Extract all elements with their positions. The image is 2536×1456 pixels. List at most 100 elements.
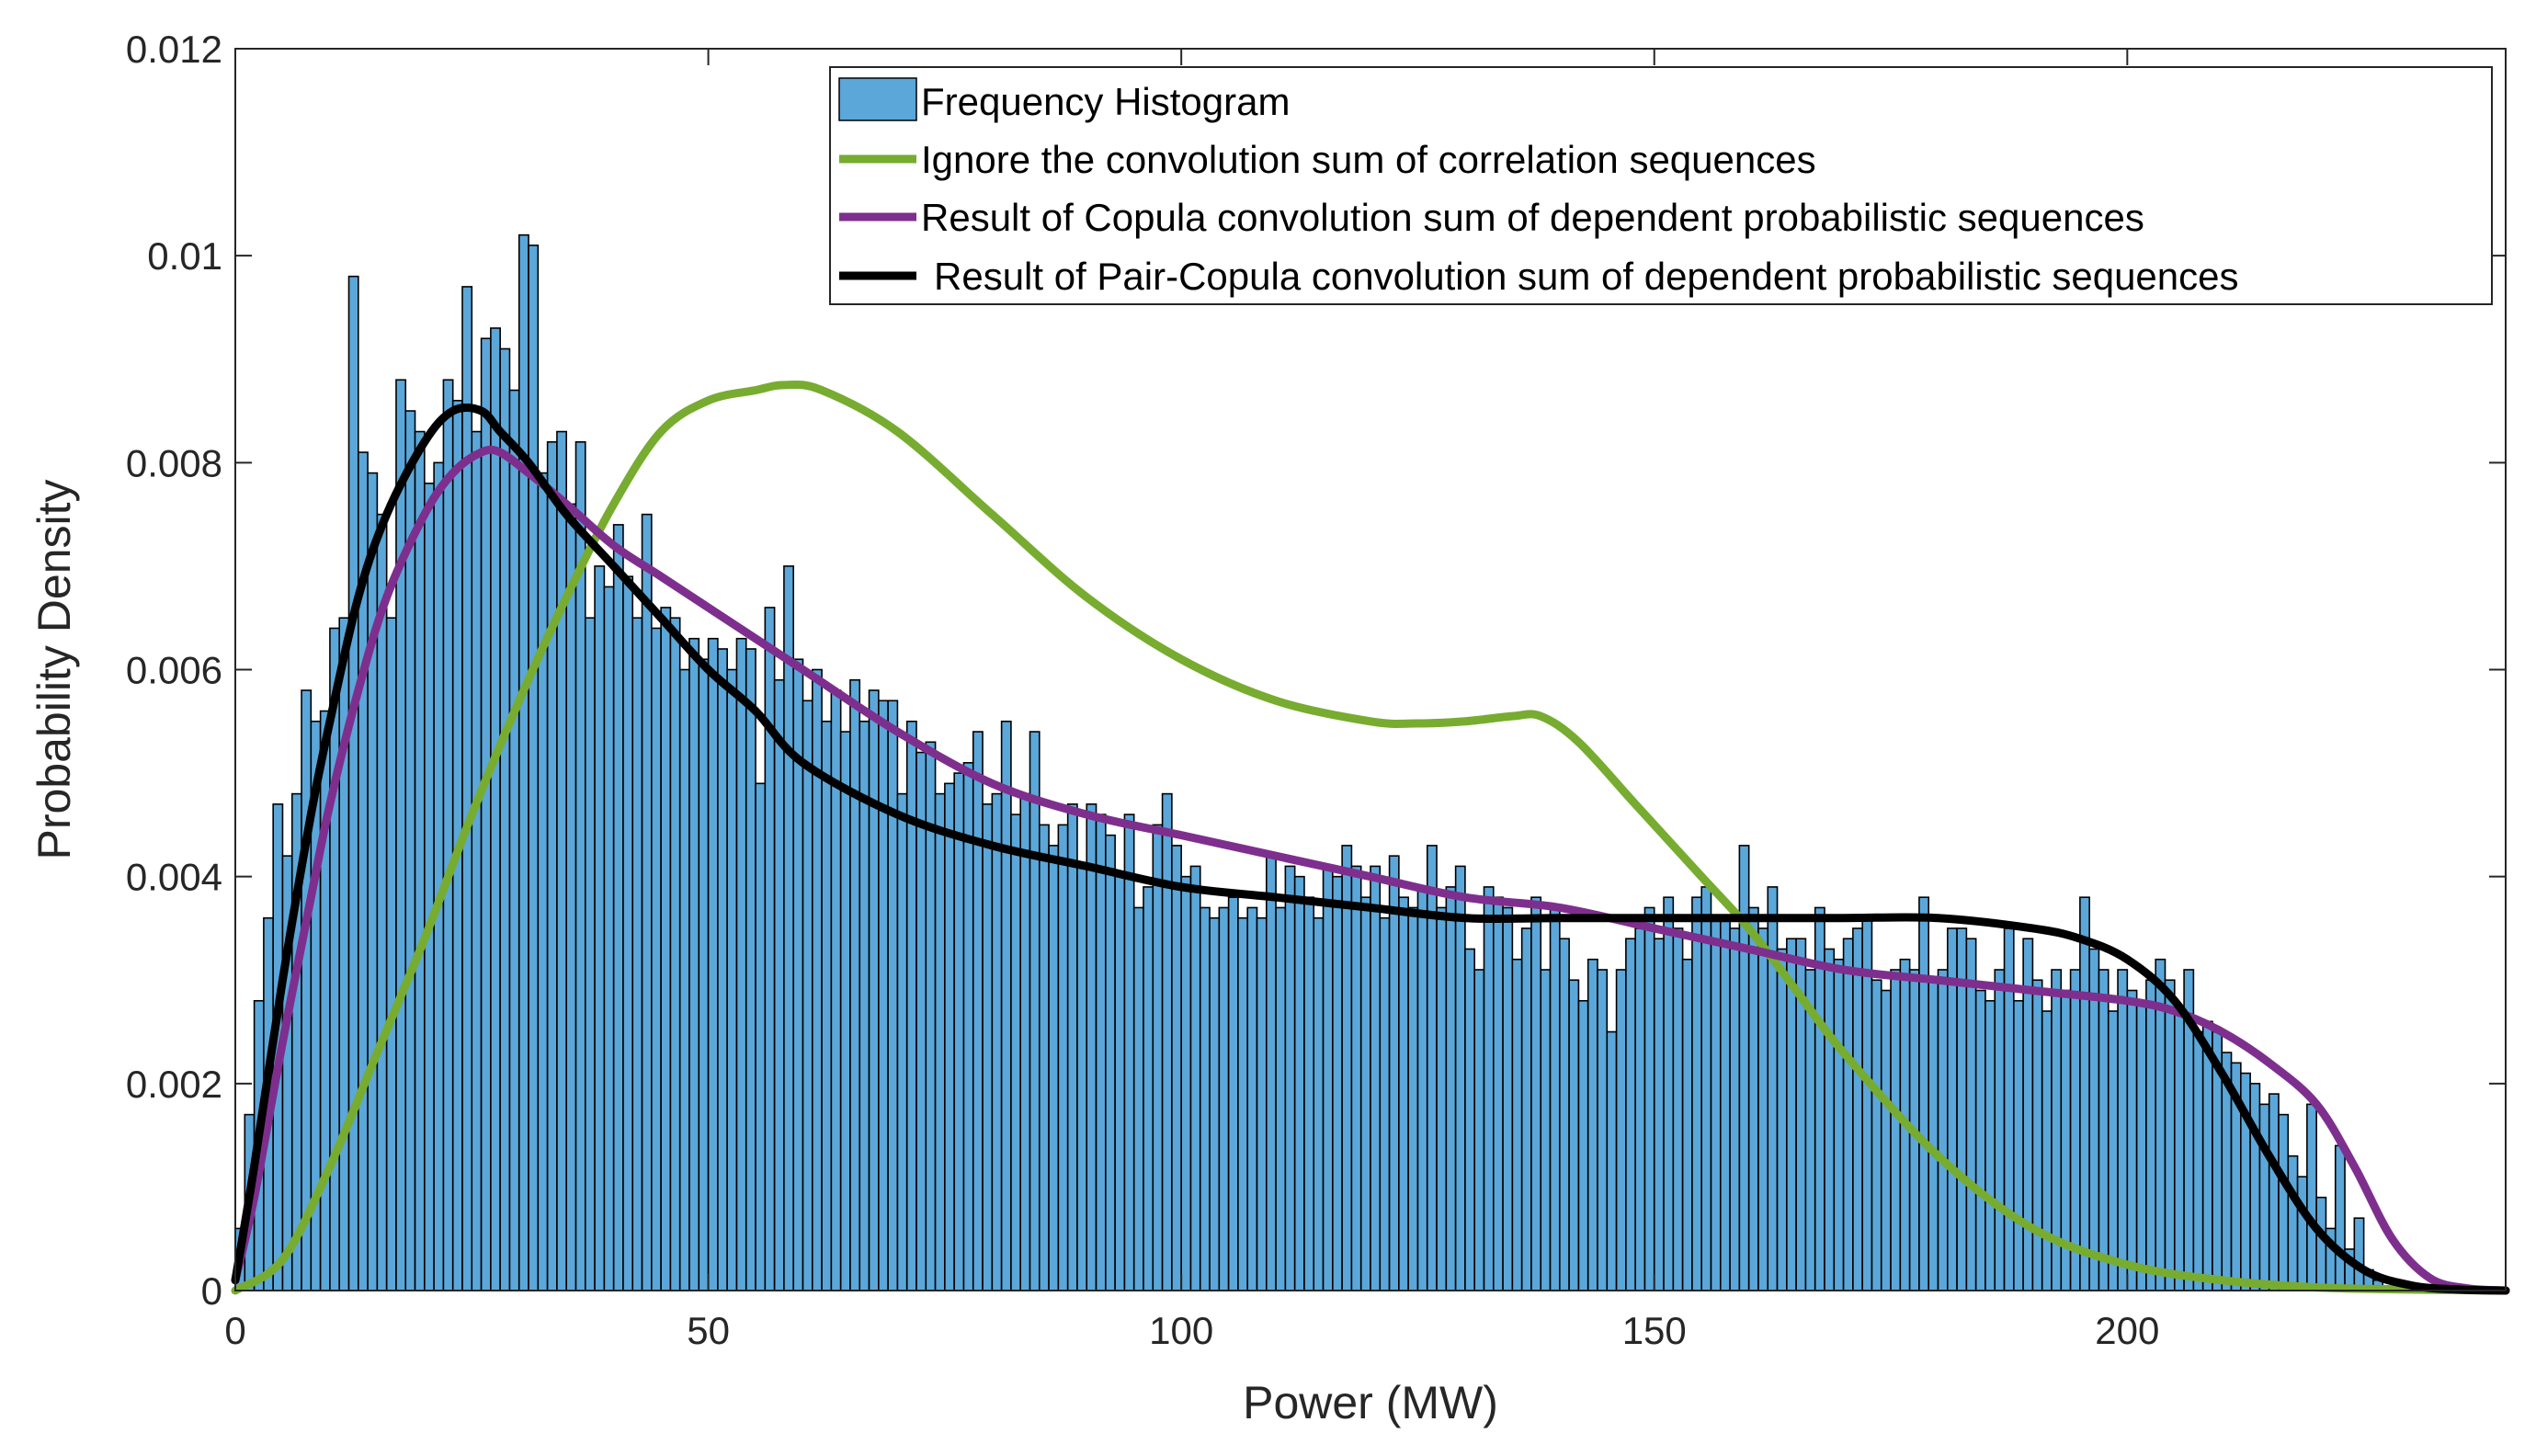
- histogram-bar-48: [688, 637, 700, 1291]
- histogram-bar-90: [1086, 803, 1097, 1291]
- histogram-bar-41: [622, 575, 634, 1291]
- histogram-bar-50: [707, 637, 719, 1291]
- curves: [231, 380, 2510, 1295]
- legend-pair-copula-label: Result of Pair-Copula convolution sum of…: [934, 255, 2239, 298]
- y-tick-label: 0.01: [147, 234, 222, 278]
- histogram-bar-154: [1691, 896, 1703, 1291]
- histogram-bar-147: [1625, 938, 1636, 1291]
- histogram-bar-54: [745, 648, 756, 1291]
- histogram-bar-58: [783, 565, 795, 1291]
- histogram-bar-85: [1038, 824, 1050, 1291]
- histogram-bar-191: [2041, 1010, 2053, 1291]
- histogram-bar-44: [651, 627, 662, 1291]
- histogram-bar-132: [1483, 886, 1495, 1291]
- histogram-bar-198: [2107, 1010, 2119, 1291]
- histogram-bar-185: [1984, 999, 1996, 1291]
- histogram-bar-29: [508, 389, 520, 1291]
- histogram-bar-88: [1066, 803, 1078, 1291]
- histogram-bar-128: [1445, 886, 1457, 1291]
- histogram-bar-125: [1416, 886, 1428, 1291]
- histogram-bar-114: [1313, 916, 1325, 1291]
- histogram-bar-107: [1246, 906, 1258, 1291]
- histogram-bar-103: [1209, 916, 1221, 1291]
- histogram-bar-89: [1076, 865, 1088, 1291]
- histogram-bar-170: [1842, 938, 1854, 1291]
- histogram-bar-106: [1237, 916, 1249, 1291]
- histogram-bar-17: [395, 379, 407, 1291]
- y-tick-label: 0.006: [126, 649, 222, 692]
- histogram-bar-34: [556, 430, 568, 1291]
- histogram-bar-186: [1994, 969, 2006, 1291]
- histogram-bar-134: [1502, 906, 1514, 1291]
- histogram-bar-152: [1672, 927, 1684, 1291]
- histogram-bar-136: [1520, 927, 1532, 1291]
- histogram-bar-53: [735, 637, 747, 1291]
- histogram-bar-22: [442, 379, 454, 1291]
- histogram-bar-102: [1199, 906, 1211, 1291]
- histogram-bar-151: [1663, 896, 1675, 1291]
- histogram-bar-162: [1767, 886, 1779, 1291]
- histogram-bar-207: [2192, 1030, 2204, 1291]
- histogram-bar-119: [1359, 896, 1371, 1291]
- histogram-bar-38: [594, 565, 606, 1291]
- histogram-bar-65: [849, 678, 861, 1291]
- x-tick-label: 100: [1149, 1309, 1213, 1352]
- histogram-bar-72: [915, 751, 927, 1291]
- y-tick-label: 0: [201, 1269, 222, 1313]
- histogram-bar-158: [1729, 927, 1741, 1291]
- histogram-bar-91: [1095, 813, 1107, 1291]
- histogram-bar-133: [1492, 896, 1504, 1291]
- histogram-bar-183: [1965, 938, 1977, 1291]
- legend-box: [829, 66, 2493, 305]
- histogram-bar-123: [1398, 896, 1409, 1291]
- legend-histogram-swatch: [838, 77, 917, 121]
- axis-ticks: 0 50 100 150 200 0 0.002 0.004 0.006 0.008 0.01 0.0…: [126, 28, 2506, 1352]
- histogram-bar-146: [1615, 969, 1627, 1291]
- histogram-bar-76: [953, 772, 965, 1291]
- histogram-bar-20: [424, 483, 435, 1291]
- histogram-bar-174: [1880, 989, 1892, 1291]
- histogram-bar-61: [811, 668, 823, 1291]
- histogram-bar-35: [565, 503, 577, 1291]
- histogram-bar-101: [1189, 865, 1201, 1291]
- histogram-bar-143: [1586, 958, 1598, 1291]
- histogram-bar-47: [678, 668, 690, 1291]
- histogram-bar-122: [1388, 855, 1400, 1291]
- histogram-bar-46: [669, 617, 681, 1291]
- histogram-bar-75: [944, 782, 955, 1291]
- histogram-bar-184: [1974, 989, 1986, 1291]
- histogram-bar-120: [1370, 865, 1382, 1291]
- histogram-bar-144: [1597, 969, 1609, 1291]
- histogram-bar-67: [868, 689, 880, 1291]
- y-tick-label: 0.012: [126, 28, 222, 71]
- histogram-bar-87: [1057, 824, 1069, 1291]
- curve-ignore-correlation: [231, 380, 2510, 1295]
- histogram-bar-70: [896, 792, 908, 1291]
- histogram-bar-95: [1132, 906, 1144, 1291]
- histogram-bar-216: [2278, 1113, 2290, 1291]
- histogram-bar-80: [991, 792, 1003, 1291]
- histogram-bar-37: [584, 617, 596, 1291]
- histogram-bar-56: [764, 607, 776, 1291]
- histogram-bar-97: [1152, 824, 1164, 1291]
- y-tick-label: 0.002: [126, 1063, 222, 1106]
- histogram-bar-40: [612, 524, 624, 1291]
- histogram-bar-55: [755, 782, 767, 1291]
- histogram-bar-69: [887, 700, 899, 1291]
- histogram-bar-200: [2126, 989, 2138, 1291]
- histogram-bar-153: [1681, 958, 1693, 1291]
- histogram-bar-57: [773, 678, 785, 1291]
- histogram-bar-199: [2117, 969, 2129, 1291]
- histogram-bar-25: [471, 430, 483, 1291]
- histogram-bar-33: [546, 441, 558, 1291]
- histogram-bar-155: [1700, 886, 1712, 1291]
- histogram-bar-180: [1937, 969, 1949, 1291]
- histogram-bar-137: [1530, 896, 1542, 1291]
- histogram-bar-92: [1105, 834, 1116, 1291]
- histogram-bar-108: [1256, 916, 1268, 1291]
- histogram-bar-138: [1540, 969, 1552, 1291]
- histogram-bar-156: [1710, 916, 1722, 1291]
- histogram-bar-124: [1407, 906, 1419, 1291]
- histogram-bar-129: [1454, 865, 1466, 1291]
- histogram-bar-201: [2135, 999, 2147, 1291]
